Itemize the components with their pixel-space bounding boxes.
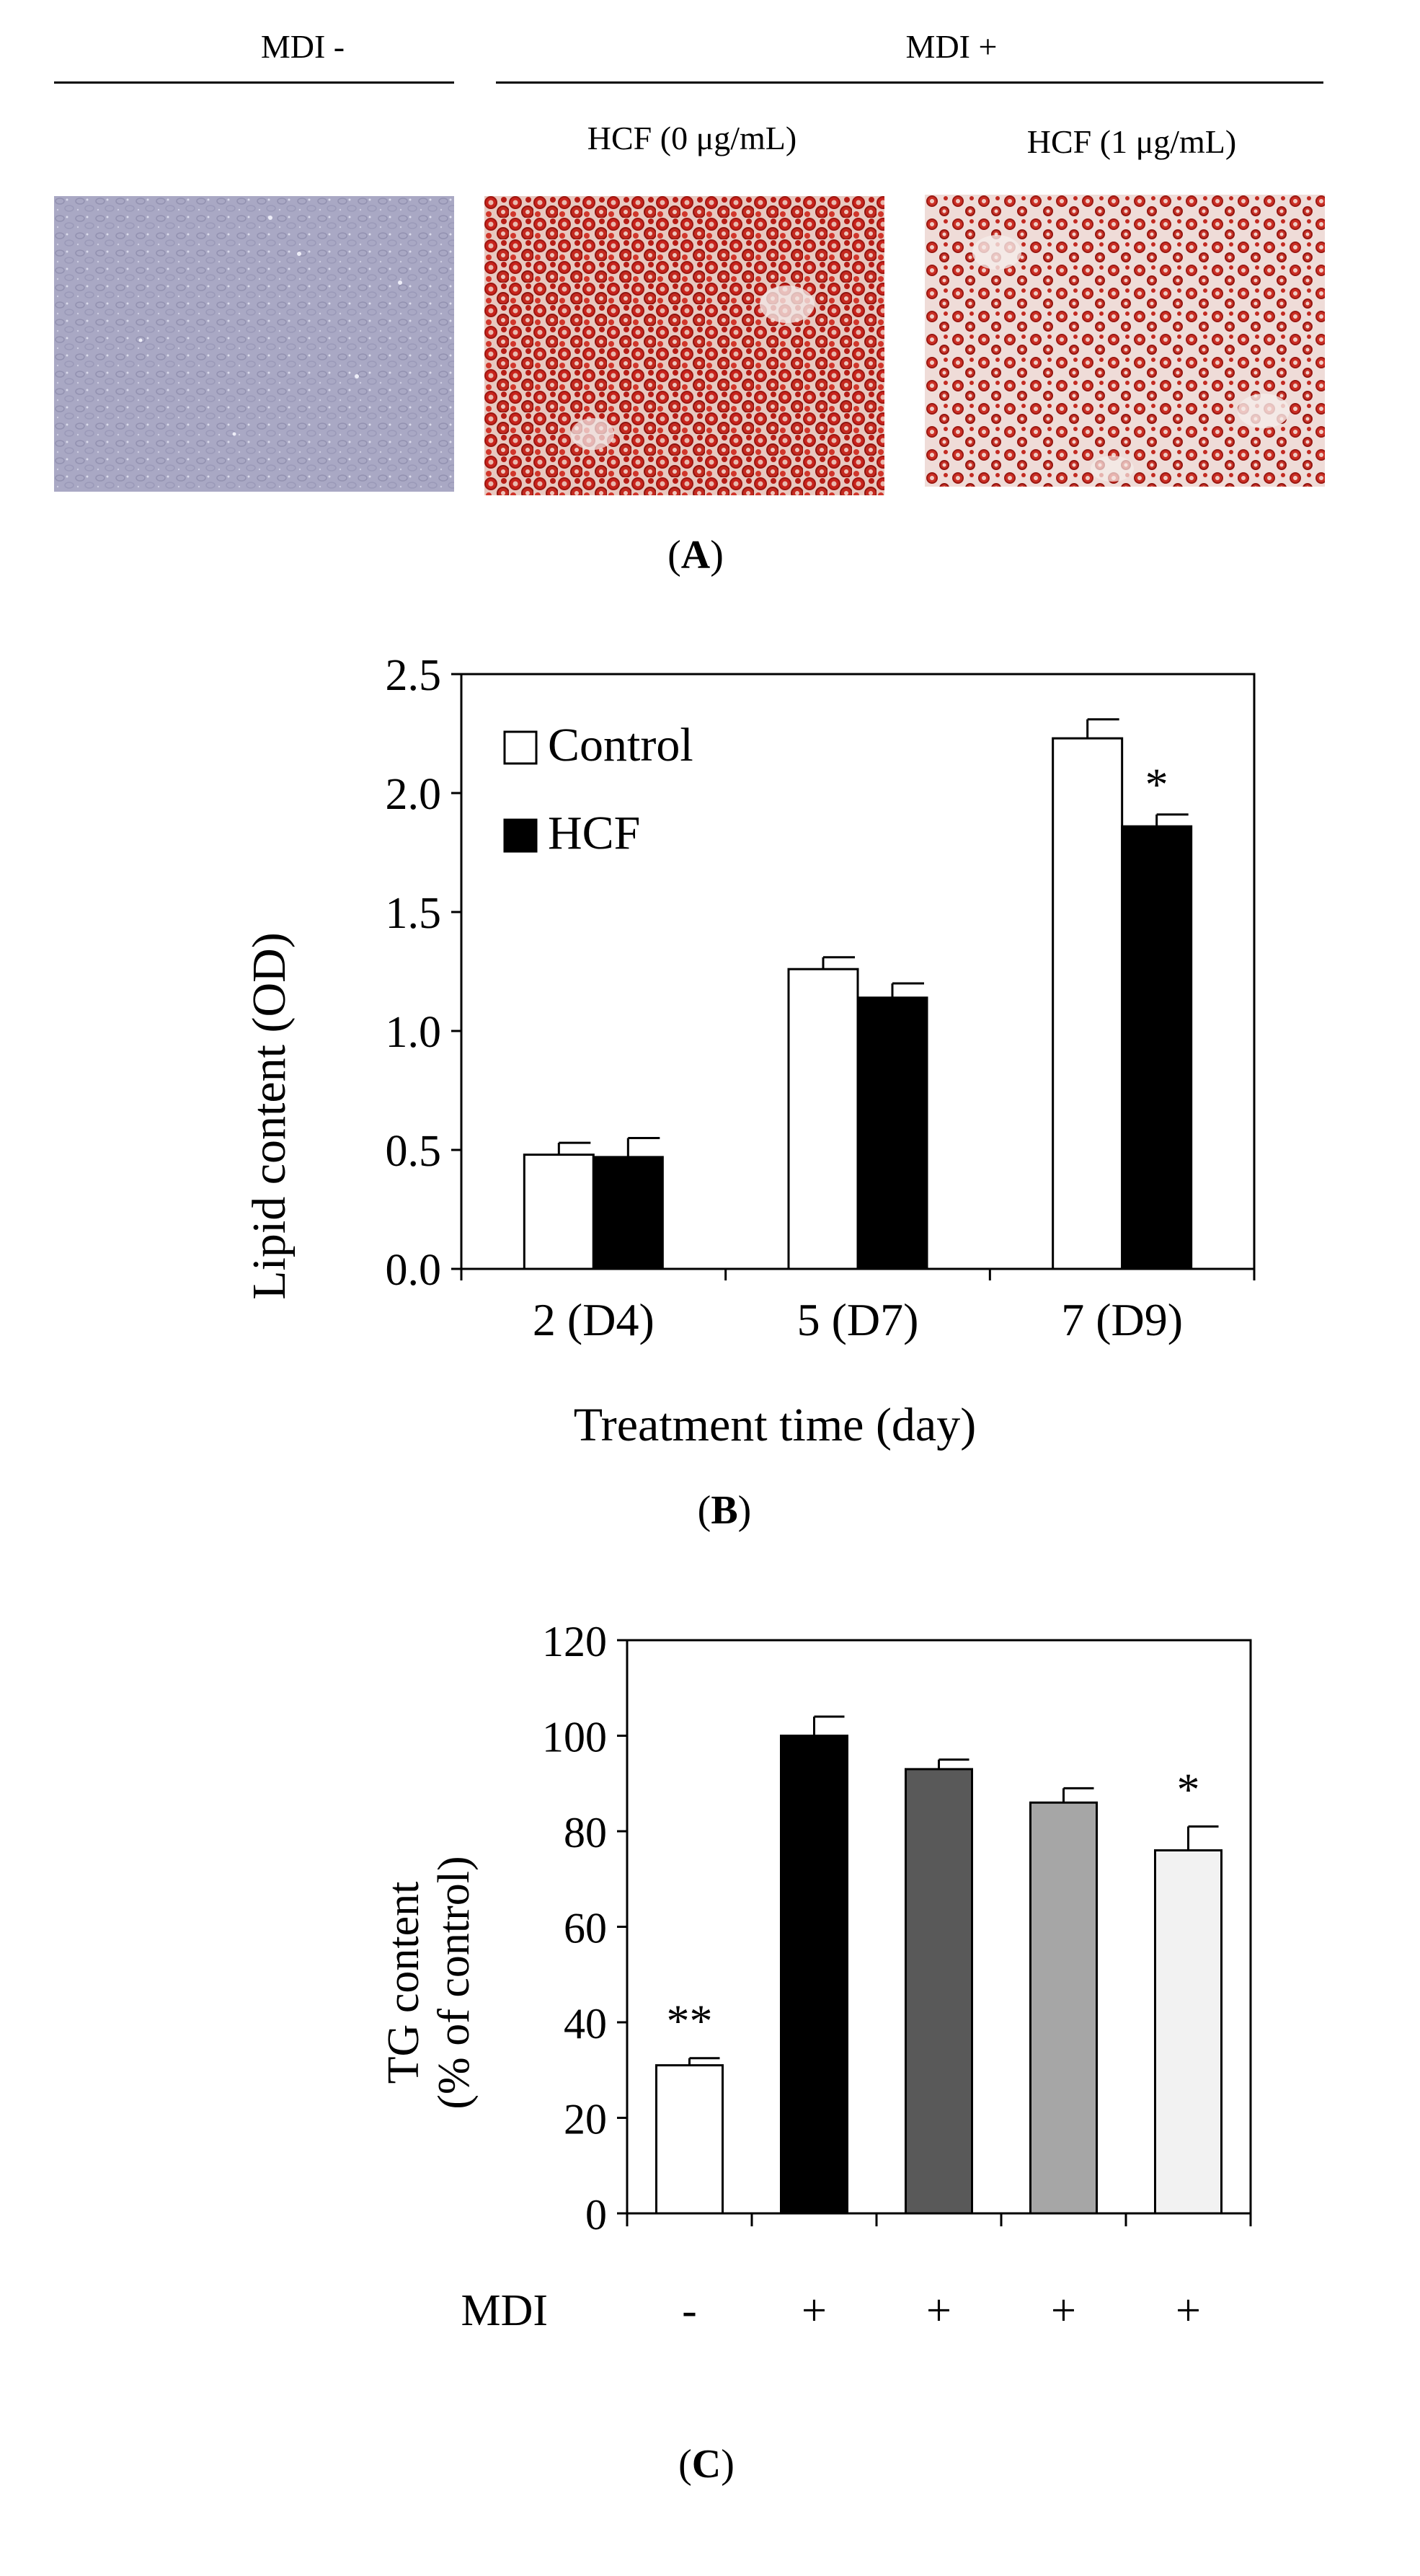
bar-hcf-1 [592, 1156, 664, 1270]
tg-chart: TG content (% of control) 0 20 40 60 80 100 12… [299, 1618, 1252, 2386]
y-axis-title: TG content [379, 1882, 428, 2084]
y-tick-label: 0.0 [386, 1246, 442, 1295]
group-label-mdi-minus: MDI - [260, 28, 345, 65]
bar-hcf-2 [856, 996, 928, 1270]
bar-5 [1154, 1849, 1222, 2215]
y-tick-label: 20 [564, 2096, 607, 2143]
y-tick-label: 1.0 [386, 1008, 442, 1057]
bar-1 [655, 2064, 724, 2215]
panel-c-chart: TG content (% of control) 0 20 40 60 80 100 12… [299, 1618, 1252, 2386]
y-tick-label: 2.0 [386, 770, 442, 819]
group-rule-mdi-plus [496, 81, 1323, 84]
lipid-chart: Control HCF Treatment time (day) Lipid c… [243, 651, 1256, 1451]
panel-label-c: (C) [678, 2442, 735, 2487]
bar-control-1 [523, 1154, 595, 1270]
y-axis-title: Lipid content (OD) [243, 932, 296, 1300]
micrograph-mdi-minus [54, 196, 454, 492]
condition-value: - [682, 2384, 697, 2386]
image-label-hcf-1: HCF (1 μg/mL) [1026, 123, 1237, 160]
x-tick-label: 7 (D9) [1061, 1294, 1183, 1345]
y-tick-label: 120 [542, 1618, 607, 1665]
panel-label-a: (A) [667, 533, 724, 577]
y-tick-label: 60 [564, 1905, 607, 1952]
x-tick-label: 2 (D4) [533, 1294, 654, 1345]
significance-marker: * [1177, 1763, 1200, 1815]
condition-value: 0.1 [911, 2384, 967, 2386]
legend-label-hcf: HCF [548, 807, 640, 859]
x-tick-label: 5 (D7) [797, 1294, 919, 1345]
legend-label-control: Control [548, 719, 693, 771]
group-rule-mdi-minus [54, 81, 454, 84]
bar-control-2 [787, 968, 859, 1270]
condition-value: + [1176, 2286, 1201, 2335]
y-tick-label: 2.5 [386, 651, 442, 700]
y-axis-title-line2: (% of control) [430, 1856, 479, 2109]
condition-value: + [1051, 2286, 1076, 2335]
panel-b-chart: Control HCF Treatment time (day) Lipid c… [243, 651, 1256, 1451]
condition-label-2: HCF (μg/mL) [299, 2384, 548, 2386]
significance-marker: * [1145, 759, 1168, 810]
bar-2 [780, 1735, 848, 2215]
panel-label-b: (B) [697, 1488, 752, 1533]
condition-label-1: MDI [461, 2286, 548, 2335]
y-tick-label: 0 [585, 2191, 607, 2239]
condition-value: + [802, 2286, 827, 2335]
y-tick-label: 0.5 [386, 1127, 442, 1176]
bar-control-3 [1052, 737, 1124, 1270]
y-tick-label: 1.5 [386, 889, 442, 938]
condition-value: - [807, 2384, 822, 2386]
legend-swatch-hcf [503, 818, 538, 853]
condition-value: + [926, 2286, 951, 2335]
x-axis-title: Treatment time (day) [574, 1399, 976, 1451]
bar-3 [905, 1768, 973, 2215]
image-label-hcf-0: HCF (0 μg/mL) [587, 120, 797, 156]
micrograph-hcf-0 [484, 196, 884, 495]
condition-value: 1 [1177, 2384, 1199, 2386]
legend-swatch-control [503, 730, 538, 765]
significance-marker: ** [667, 1996, 713, 2047]
condition-value: 0.5 [1036, 2384, 1092, 2386]
bar-hcf-3 [1121, 825, 1193, 1270]
bar-4 [1029, 1801, 1098, 2215]
y-tick-label: 40 [564, 2000, 607, 2048]
micrograph-hcf-1 [925, 195, 1325, 487]
y-tick-label: 80 [564, 1809, 607, 1856]
y-tick-label: 100 [542, 1714, 607, 1761]
group-label-mdi-plus: MDI + [905, 28, 998, 65]
condition-value: - [682, 2286, 697, 2335]
